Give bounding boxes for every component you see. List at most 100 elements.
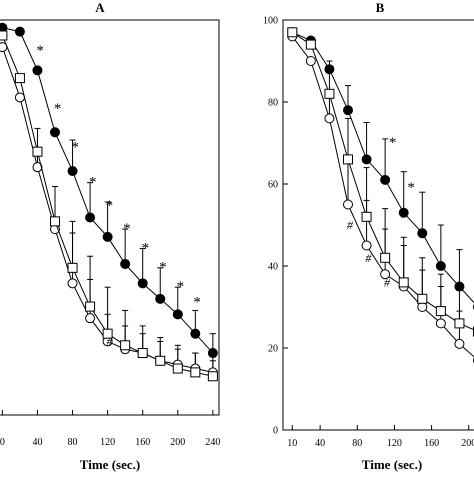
data-point-filled-circle [156, 294, 165, 303]
significance-star-annotation: * [389, 135, 397, 151]
data-point-filled-circle [15, 27, 24, 36]
panel-b-plot-area [288, 28, 474, 365]
y-tick-label: 100 [263, 16, 278, 27]
data-point-open-square [436, 307, 445, 316]
significance-star-annotation: * [36, 43, 44, 59]
data-point-open-square [455, 319, 464, 328]
data-point-open-square [138, 349, 147, 358]
significance-star-annotation: * [142, 240, 150, 256]
data-point-open-square [306, 40, 315, 49]
y-tick-label: 60 [268, 180, 278, 191]
data-point-open-square [362, 212, 371, 221]
significance-star-annotation: * [159, 260, 167, 276]
data-point-filled-circle [344, 106, 353, 115]
y-tick-label: 40 [268, 262, 278, 273]
data-point-open-circle [436, 319, 445, 328]
data-point-open-square [325, 89, 334, 98]
data-point-open-square [68, 263, 77, 272]
data-point-open-circle [15, 93, 24, 102]
data-point-filled-circle [381, 175, 390, 184]
data-point-filled-circle [325, 65, 334, 74]
data-point-open-circle [325, 114, 334, 123]
panel-b-plot-frame [283, 20, 474, 430]
significance-star-annotation: * [177, 279, 185, 295]
panel-b-x-axis-title: Time (sec.) [362, 457, 422, 472]
data-point-filled-circle [138, 279, 147, 288]
x-tick-label: 0 [0, 437, 5, 448]
data-point-open-square [86, 302, 95, 311]
x-tick-label: 40 [32, 437, 42, 448]
series-line-open-circle [292, 36, 474, 360]
data-point-open-square [121, 341, 130, 350]
x-tick-label: 120 [100, 437, 115, 448]
y-tick-label: 20 [268, 344, 278, 355]
significance-hash-annotation: # [384, 276, 391, 290]
panel-a-label: A [95, 0, 105, 15]
data-point-filled-circle [86, 213, 95, 222]
significance-star-annotation: * [89, 175, 97, 191]
data-point-open-circle [455, 339, 464, 348]
x-tick-label: 120 [387, 438, 402, 449]
data-point-open-circle [306, 57, 315, 66]
data-point-open-square [418, 294, 427, 303]
data-point-open-square [208, 372, 217, 381]
series-line-filled-circle [292, 32, 474, 307]
data-point-filled-circle [191, 329, 200, 338]
significance-star-annotation: * [123, 221, 131, 237]
panel-a: A Time (sec.) 0 40 80 120 160 200 240 * * * * * * * * *… [0, 0, 220, 472]
x-tick-label: 80 [352, 438, 362, 449]
data-point-filled-circle [362, 155, 371, 164]
y-tick-label: 0 [273, 426, 278, 437]
significance-star-annotation: * [54, 101, 62, 117]
significance-star-annotation: * [71, 140, 79, 156]
data-point-filled-circle [51, 128, 60, 137]
x-tick-label: 10 [287, 438, 297, 449]
data-point-filled-circle [436, 262, 445, 271]
panel-b: B Time (sec.) 10 40 80 120 160 200 0 20 40 60 80 10… [263, 0, 474, 472]
data-point-open-square [0, 31, 7, 40]
x-tick-label: 200 [461, 438, 474, 449]
data-point-open-square [344, 155, 353, 164]
data-point-open-square [51, 217, 60, 226]
data-point-open-circle [68, 279, 77, 288]
data-point-filled-circle [399, 208, 408, 217]
significance-hash-annotation: # [106, 334, 113, 348]
significance-star-annotation: * [407, 180, 415, 196]
data-point-filled-circle [68, 167, 77, 176]
data-point-filled-circle [418, 229, 427, 238]
x-tick-label: 40 [315, 438, 325, 449]
data-point-open-square [288, 28, 297, 37]
data-point-open-square [381, 253, 390, 262]
significance-star-annotation: * [193, 295, 201, 311]
data-point-open-square [191, 368, 200, 377]
data-point-filled-circle [455, 282, 464, 291]
x-tick-label: 160 [424, 438, 439, 449]
panel-a-x-axis-title: Time (sec.) [80, 457, 140, 472]
data-point-open-square [173, 364, 182, 373]
y-tick-label: 80 [268, 98, 278, 109]
x-tick-label: 240 [205, 437, 220, 448]
data-point-open-square [15, 74, 24, 83]
x-tick-label: 200 [170, 437, 185, 448]
data-point-open-circle [344, 200, 353, 209]
panel-a-plot-frame [0, 20, 219, 415]
data-point-open-square [156, 356, 165, 365]
significance-hash-annotation: # [347, 218, 354, 232]
data-point-open-circle [362, 241, 371, 250]
significance-star-annotation: * [106, 198, 114, 214]
data-point-open-square [399, 278, 408, 287]
data-point-filled-circle [103, 232, 112, 241]
x-tick-label: 160 [135, 437, 150, 448]
data-point-open-square [33, 147, 42, 156]
x-tick-label: 80 [68, 437, 78, 448]
data-point-filled-circle [173, 310, 182, 319]
data-point-open-circle [86, 314, 95, 323]
panel-b-label: B [376, 0, 385, 15]
data-point-open-circle [418, 303, 427, 312]
data-point-filled-circle [121, 259, 130, 268]
significance-hash-annotation: # [365, 251, 372, 265]
data-point-filled-circle [208, 349, 217, 358]
data-point-filled-circle [33, 66, 42, 75]
